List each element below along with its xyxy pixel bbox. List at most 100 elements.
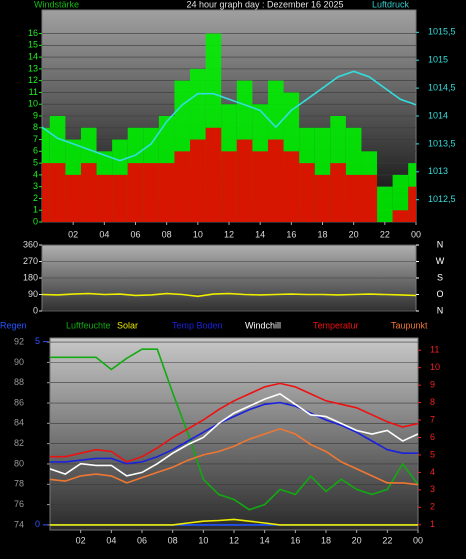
wind-bar xyxy=(267,139,284,222)
y-tick-label: 76 xyxy=(14,499,24,509)
y-tick-label: 84 xyxy=(14,418,24,428)
x-tick-label: 14 xyxy=(255,229,265,239)
y-tick-label: 5 xyxy=(33,157,38,167)
legend-entry: Solar xyxy=(117,320,138,330)
chart-title: 24 hour graph day : Dezember 16 2025 xyxy=(186,0,343,9)
x-tick-label: 18 xyxy=(317,229,327,239)
y3-tick-label: 5 xyxy=(35,336,40,346)
y-tick-label: 3 xyxy=(33,181,38,191)
y-tick-label: 78 xyxy=(14,479,24,489)
x-tick-label: 16 xyxy=(286,229,296,239)
plot-area xyxy=(49,337,419,531)
series-line xyxy=(42,292,416,298)
y-tick-label: 1 xyxy=(33,205,38,215)
y2-tick-label: 7 xyxy=(430,414,435,424)
y2-tick-label: 1015,5 xyxy=(428,27,456,37)
y-tick-label: 2 xyxy=(33,193,38,203)
y-tick-label: 92 xyxy=(14,336,24,346)
y2-tick-label: N xyxy=(437,239,444,249)
wind-bar xyxy=(96,174,113,222)
wind-bar xyxy=(143,163,159,222)
x-tick-label: 08 xyxy=(168,535,178,545)
y-tick-label: 8 xyxy=(33,122,38,132)
y-tick-label: 90 xyxy=(14,357,24,367)
y-tick-label: 11 xyxy=(29,87,38,97)
x-tick-label: 22 xyxy=(380,229,390,239)
y-tick-label: 15 xyxy=(28,40,38,50)
y2-tick-label: 11 xyxy=(430,345,439,355)
legend-entry: Windchill xyxy=(245,320,281,330)
x-tick-label: 10 xyxy=(193,229,203,239)
wind-bar xyxy=(127,163,144,222)
y-tick-label: 180 xyxy=(23,272,38,282)
y2-tick-label: 9 xyxy=(430,380,435,390)
x-tick-label: 00 xyxy=(413,535,423,545)
legend-entry: Regen xyxy=(0,320,27,330)
wind-bar xyxy=(49,163,66,222)
x-tick-label: 04 xyxy=(106,535,116,545)
y2-tick-label: 1014,5 xyxy=(428,82,456,92)
wind-bar xyxy=(299,163,315,222)
wind-bar xyxy=(221,151,237,222)
y-tick-label: 270 xyxy=(23,256,38,266)
y2-tick-label: 1014 xyxy=(428,110,448,120)
y2-tick-label: 5 xyxy=(430,449,435,459)
wind-bar xyxy=(345,174,362,222)
x-tick-label: 20 xyxy=(352,535,362,545)
x-tick-label: 06 xyxy=(130,229,140,239)
y2-tick-label: W xyxy=(436,256,445,266)
x-tick-label: 12 xyxy=(229,535,239,545)
x-tick-label: 12 xyxy=(224,229,234,239)
y2-tick-label: 1013 xyxy=(428,166,448,176)
wind-bar xyxy=(361,174,378,222)
y2-tick-label: 6 xyxy=(430,432,435,442)
legend-entry: Taupunkt xyxy=(391,320,428,330)
y2-tick-label: S xyxy=(437,272,443,282)
x-tick-label: 10 xyxy=(198,535,208,545)
y2-tick-label: 2 xyxy=(430,502,435,512)
x-tick-label: 20 xyxy=(349,229,359,239)
series-line xyxy=(50,382,418,463)
x-tick-label: 02 xyxy=(76,535,86,545)
wind-bar xyxy=(330,163,346,222)
y2-tick-label: 1 xyxy=(430,519,435,529)
x-tick-label: 08 xyxy=(162,229,172,239)
y-tick-label: 360 xyxy=(23,239,38,249)
y-tick-label: 90 xyxy=(28,289,38,299)
wind-bar xyxy=(314,174,331,222)
wind-bar xyxy=(112,174,128,222)
wind-bar xyxy=(252,151,268,222)
wind-bar xyxy=(283,151,300,222)
y-axis-label: Windstärke xyxy=(34,0,79,9)
legend-entry: Temperatur xyxy=(313,320,359,330)
wind-bar xyxy=(190,139,206,222)
y-tick-label: 16 xyxy=(28,28,38,38)
x-tick-label: 02 xyxy=(68,229,78,239)
wind-bar xyxy=(236,139,253,222)
y2-tick-label: N xyxy=(437,305,444,315)
x-tick-label: 22 xyxy=(382,535,392,545)
x-tick-label: 18 xyxy=(321,535,331,545)
legend-entry: Luftfeuchte xyxy=(66,320,111,330)
y-tick-label: 12 xyxy=(28,75,38,85)
wind-bar xyxy=(392,210,409,222)
y-tick-label: 7 xyxy=(33,134,38,144)
y-tick-label: 13 xyxy=(28,63,38,73)
wind-bar xyxy=(158,163,175,222)
plot-layer xyxy=(42,292,416,298)
series-line xyxy=(50,427,418,486)
x-tick-label: 16 xyxy=(290,535,300,545)
wind-bar xyxy=(408,186,416,222)
y-tick-label: 4 xyxy=(33,169,38,179)
plot-layer xyxy=(42,33,416,222)
series-line xyxy=(50,393,418,477)
wind-bar xyxy=(377,186,393,222)
series-line xyxy=(50,348,418,511)
series-line xyxy=(50,401,418,465)
y2-tick-label: 1015 xyxy=(428,55,448,65)
series-line xyxy=(42,70,416,162)
y2-tick-label: 1013,5 xyxy=(428,138,456,148)
y2-tick-label: 8 xyxy=(430,397,435,407)
y2-tick-label: 3 xyxy=(430,484,435,494)
y-tick-label: 14 xyxy=(28,51,38,61)
